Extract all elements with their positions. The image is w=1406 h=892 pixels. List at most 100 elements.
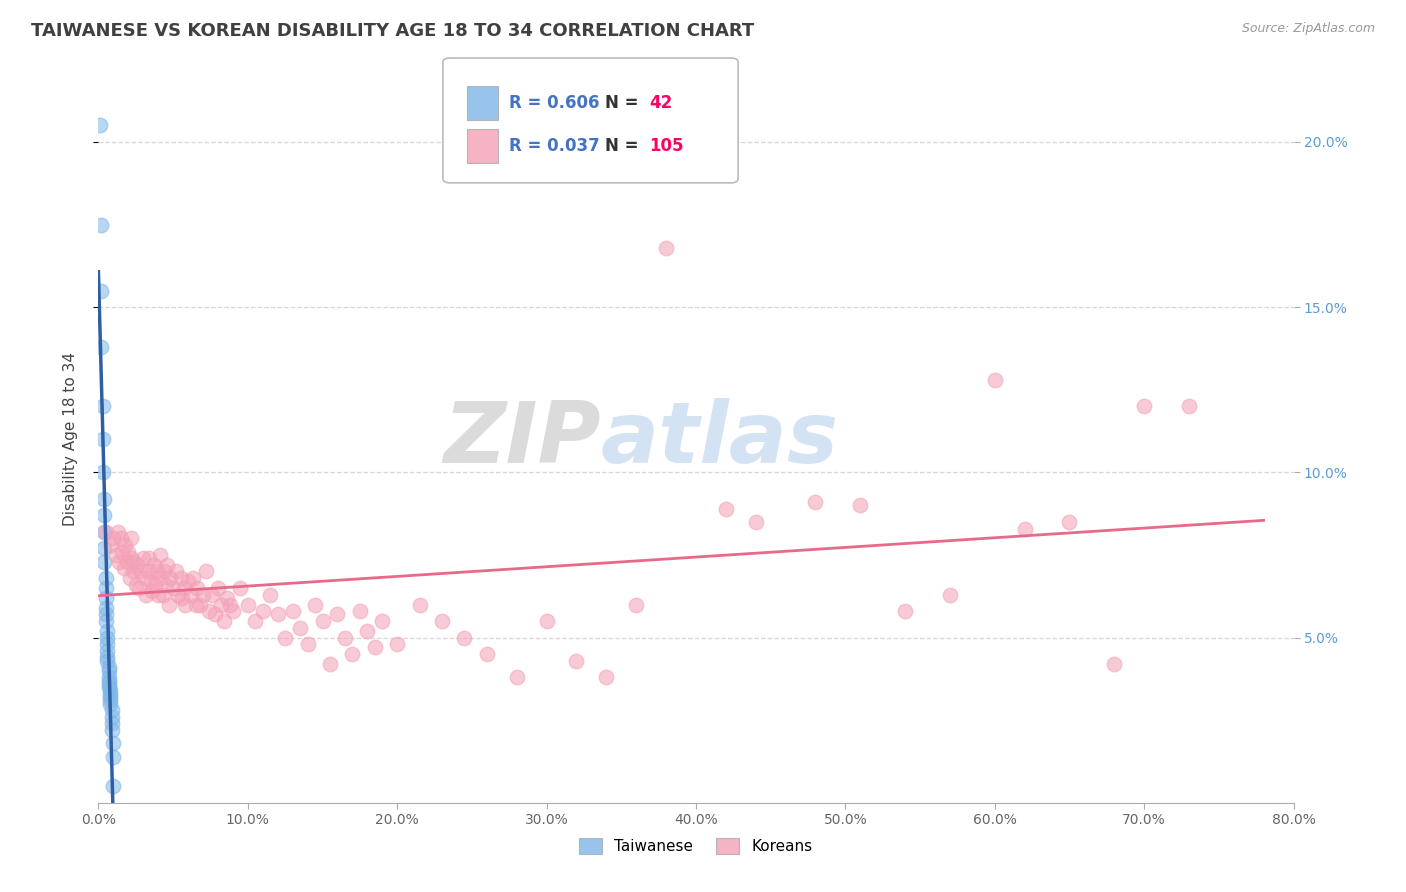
Point (112, 561, 135, 575)
Text: R = 0.037: R = 0.037 (509, 137, 600, 155)
Point (364, 640, 387, 655)
Point (98, 538, 122, 552)
Point (94, 614, 117, 628)
Point (1178, 399, 1201, 413)
Point (115, 555, 138, 569)
Point (110, 532, 132, 546)
Point (138, 551, 160, 566)
Point (166, 588, 188, 602)
Point (96, 650, 118, 665)
Point (128, 581, 150, 595)
Point (195, 565, 218, 579)
Point (101, 710, 124, 724)
Point (430, 614, 453, 628)
Point (134, 571, 156, 585)
Point (96, 644, 118, 658)
Point (152, 588, 174, 602)
Point (97, 680, 120, 694)
Point (93, 508, 115, 523)
Point (94, 600, 117, 615)
Point (565, 654, 588, 668)
Point (173, 581, 195, 595)
Point (222, 604, 245, 618)
Point (159, 571, 181, 585)
Point (204, 607, 226, 622)
Point (120, 551, 142, 566)
Point (536, 614, 558, 628)
Point (326, 607, 349, 622)
Point (91, 432, 114, 446)
Point (97, 664, 120, 678)
Point (96, 637, 118, 651)
Point (626, 598, 648, 612)
Point (93, 541, 115, 556)
Point (245, 614, 267, 628)
Point (304, 598, 326, 612)
Point (319, 657, 342, 671)
Point (136, 565, 159, 579)
Point (97, 673, 120, 688)
Point (281, 604, 304, 618)
Point (94, 581, 117, 595)
Point (1059, 515, 1081, 529)
Point (93, 491, 115, 506)
Text: Source: ZipAtlas.com: Source: ZipAtlas.com (1241, 22, 1375, 36)
Point (356, 624, 378, 638)
Point (215, 591, 238, 605)
Point (142, 558, 165, 572)
Point (745, 515, 768, 529)
Text: N =: N = (605, 94, 644, 112)
Point (149, 548, 172, 562)
Point (103, 779, 125, 793)
Point (259, 588, 281, 602)
Point (96, 631, 118, 645)
Point (595, 670, 617, 684)
Point (184, 598, 207, 612)
Point (139, 574, 162, 589)
Point (103, 749, 125, 764)
Point (94, 524, 117, 539)
Point (371, 614, 394, 628)
Point (90, 218, 112, 232)
Point (1014, 522, 1036, 536)
Point (655, 241, 678, 255)
Point (475, 647, 498, 661)
Point (98, 693, 122, 707)
Point (103, 736, 125, 750)
Point (984, 373, 1007, 387)
Point (252, 604, 274, 618)
Text: 42: 42 (650, 94, 673, 112)
Point (342, 647, 364, 661)
Point (97, 670, 120, 684)
Point (132, 551, 155, 566)
Point (1133, 399, 1156, 413)
Point (114, 538, 136, 552)
Point (97, 660, 120, 674)
Point (333, 631, 356, 645)
Point (129, 565, 152, 579)
Point (209, 598, 232, 612)
Point (153, 565, 176, 579)
Point (165, 565, 187, 579)
Point (408, 598, 430, 612)
Point (108, 555, 131, 569)
Point (127, 558, 149, 572)
Point (96, 654, 118, 668)
Point (349, 604, 371, 618)
Point (157, 598, 180, 612)
Point (97, 677, 120, 691)
Point (96, 624, 118, 638)
Point (120, 532, 142, 546)
Point (939, 588, 962, 602)
Point (98, 697, 122, 711)
Point (91, 399, 114, 413)
Text: TAIWANESE VS KOREAN DISABILITY AGE 18 TO 34 CORRELATION CHART: TAIWANESE VS KOREAN DISABILITY AGE 18 TO… (31, 22, 754, 40)
Point (94, 571, 117, 585)
Point (121, 565, 143, 579)
Point (103, 532, 125, 546)
Point (148, 588, 170, 602)
Point (180, 588, 202, 602)
Point (125, 578, 148, 592)
Point (714, 501, 737, 516)
Point (201, 588, 224, 602)
